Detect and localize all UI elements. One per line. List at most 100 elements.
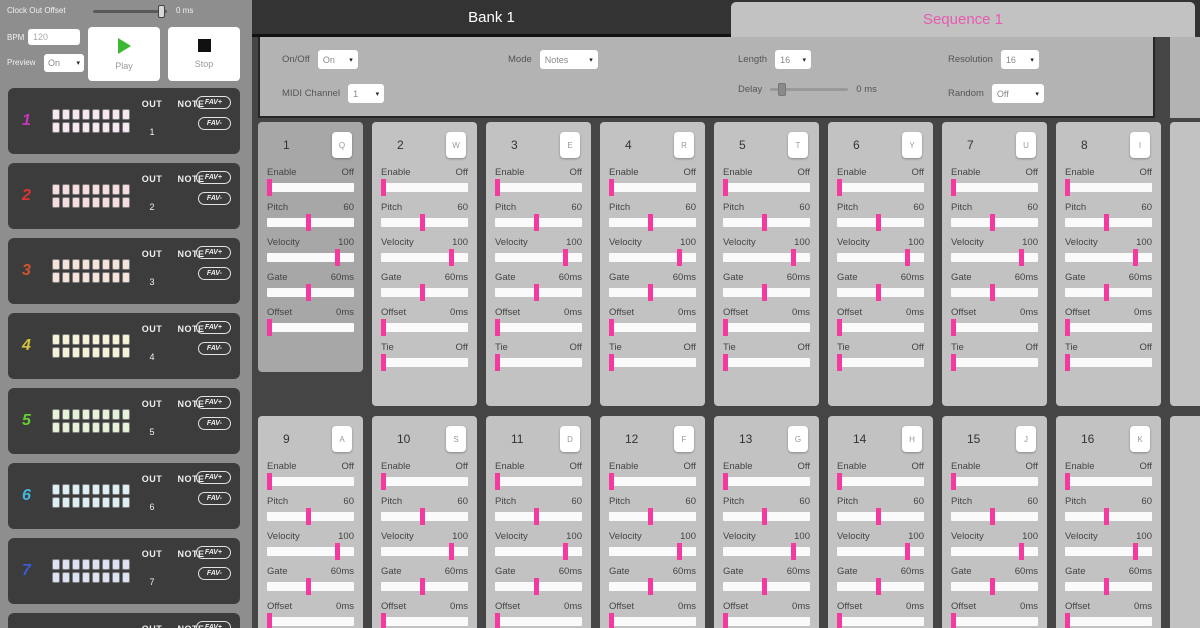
param-slider-thumb[interactable]: [419, 508, 425, 525]
param-slider[interactable]: [609, 214, 696, 231]
param-slider-thumb[interactable]: [647, 508, 653, 525]
clock-out-offset-slider-thumb[interactable]: [158, 5, 166, 18]
param-slider[interactable]: [266, 179, 354, 196]
step-cell[interactable]: [62, 484, 70, 495]
param-slider[interactable]: [836, 473, 924, 490]
param-slider-thumb[interactable]: [904, 543, 910, 560]
param-slider-thumb[interactable]: [380, 179, 386, 196]
step-cell[interactable]: [102, 409, 110, 420]
step-cell[interactable]: [82, 422, 90, 433]
param-slider-thumb[interactable]: [608, 319, 614, 336]
param-slider-thumb[interactable]: [494, 179, 500, 196]
step-cell[interactable]: [112, 347, 120, 358]
resolution-dropdown[interactable]: 16 ▾: [1000, 50, 1039, 69]
step-cell[interactable]: [82, 409, 90, 420]
param-slider-thumb[interactable]: [722, 473, 728, 490]
param-slider[interactable]: [380, 473, 468, 490]
param-slider[interactable]: [267, 214, 354, 231]
fav-plus-button[interactable]: FAV+: [195, 546, 231, 559]
param-slider[interactable]: [266, 473, 354, 490]
param-slider[interactable]: [1065, 214, 1152, 231]
step-key-button[interactable]: K: [1130, 426, 1150, 452]
step-cell[interactable]: [112, 109, 120, 120]
step-cell[interactable]: [122, 484, 130, 495]
param-slider-thumb[interactable]: [1103, 508, 1109, 525]
param-slider-thumb[interactable]: [533, 214, 539, 231]
param-slider[interactable]: [950, 613, 1038, 628]
step-cell[interactable]: [72, 197, 80, 208]
step-cell[interactable]: [72, 484, 80, 495]
param-slider-thumb[interactable]: [494, 473, 500, 490]
param-slider-thumb[interactable]: [448, 543, 454, 560]
param-slider[interactable]: [380, 613, 468, 628]
tab-bank[interactable]: Bank 1: [252, 0, 731, 34]
param-slider-thumb[interactable]: [266, 179, 272, 196]
fav-plus-button[interactable]: FAV+: [195, 96, 231, 109]
param-slider[interactable]: [1065, 508, 1152, 525]
step-cell[interactable]: [52, 422, 60, 433]
fav-plus-button[interactable]: FAV+: [195, 621, 231, 628]
step-cell[interactable]: [92, 197, 100, 208]
step-cell[interactable]: [52, 484, 60, 495]
step-cell[interactable]: [122, 334, 130, 345]
param-slider-thumb[interactable]: [875, 508, 881, 525]
step-cell[interactable]: [72, 572, 80, 583]
mode-dropdown[interactable]: Notes ▾: [539, 50, 598, 69]
track-row[interactable]: 6 OUT 6 NOTE FAV+ FAV-: [8, 463, 240, 529]
param-slider[interactable]: [266, 613, 354, 628]
param-slider[interactable]: [950, 319, 1038, 336]
step-cell[interactable]: [82, 559, 90, 570]
param-slider-thumb[interactable]: [1064, 179, 1070, 196]
step-cell[interactable]: [92, 572, 100, 583]
step-cell[interactable]: [122, 259, 130, 270]
step-card[interactable]: 13 G Enable Off Pitch 60 Velocity 100 Ga…: [714, 416, 819, 628]
step-cell[interactable]: [62, 272, 70, 283]
step-card[interactable]: 8 I Enable Off Pitch 60 Velocity 100 Gat…: [1056, 122, 1161, 406]
delay-slider-thumb[interactable]: [778, 83, 787, 96]
param-slider-thumb[interactable]: [305, 284, 311, 301]
param-slider-thumb[interactable]: [562, 249, 568, 266]
step-cell[interactable]: [62, 197, 70, 208]
track-row[interactable]: 4 OUT 4 NOTE FAV+ FAV-: [8, 313, 240, 379]
step-cell[interactable]: [112, 334, 120, 345]
param-slider[interactable]: [951, 214, 1038, 231]
step-cell[interactable]: [72, 497, 80, 508]
random-dropdown[interactable]: Off ▾: [991, 84, 1044, 103]
step-cell[interactable]: [122, 272, 130, 283]
param-slider-thumb[interactable]: [904, 249, 910, 266]
step-cell[interactable]: [52, 347, 60, 358]
param-slider-thumb[interactable]: [722, 613, 728, 628]
step-cell[interactable]: [102, 109, 110, 120]
tab-sequence[interactable]: Sequence 1: [731, 2, 1195, 37]
param-slider-thumb[interactable]: [380, 319, 386, 336]
param-slider[interactable]: [950, 179, 1038, 196]
step-cell[interactable]: [82, 184, 90, 195]
step-cell[interactable]: [122, 347, 130, 358]
param-slider-thumb[interactable]: [989, 578, 995, 595]
param-slider[interactable]: [609, 284, 696, 301]
step-key-button[interactable]: E: [560, 132, 580, 158]
step-cell[interactable]: [72, 122, 80, 133]
param-slider[interactable]: [836, 319, 924, 336]
track-row[interactable]: 5 OUT 5 NOTE FAV+ FAV-: [8, 388, 240, 454]
param-slider-thumb[interactable]: [305, 578, 311, 595]
fav-plus-button[interactable]: FAV+: [195, 396, 231, 409]
step-cell[interactable]: [52, 497, 60, 508]
param-slider[interactable]: [381, 578, 468, 595]
param-slider-thumb[interactable]: [647, 214, 653, 231]
param-slider-thumb[interactable]: [1018, 249, 1024, 266]
step-cell[interactable]: [62, 122, 70, 133]
param-slider[interactable]: [609, 249, 696, 266]
step-cell[interactable]: [122, 409, 130, 420]
step-cell[interactable]: [72, 409, 80, 420]
step-cell[interactable]: [62, 422, 70, 433]
param-slider[interactable]: [837, 543, 924, 560]
param-slider[interactable]: [495, 249, 582, 266]
step-card[interactable]: 14 H Enable Off Pitch 60 Velocity 100 Ga…: [828, 416, 933, 628]
param-slider[interactable]: [495, 284, 582, 301]
param-slider[interactable]: [609, 578, 696, 595]
step-cell[interactable]: [62, 572, 70, 583]
param-slider[interactable]: [722, 473, 810, 490]
param-slider[interactable]: [266, 319, 354, 336]
param-slider-thumb[interactable]: [494, 613, 500, 628]
